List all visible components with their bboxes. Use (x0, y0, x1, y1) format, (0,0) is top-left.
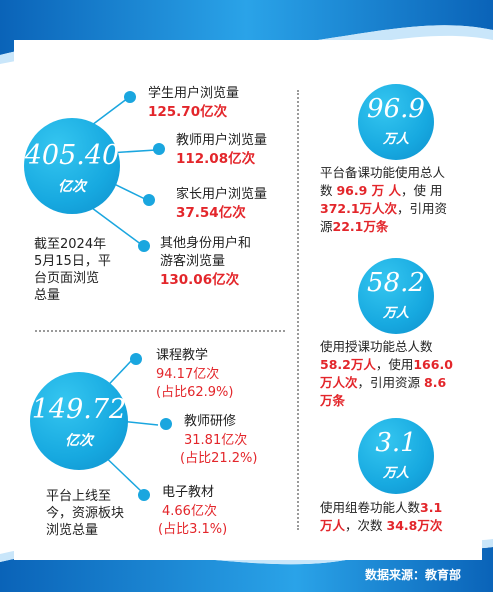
stat-text-segment: ，次数 (345, 518, 387, 533)
stat-unit: 万人 (382, 306, 409, 321)
stat-text-segment: 数 (320, 183, 337, 198)
other-views-label-line2: 游客浏览量 (160, 254, 226, 269)
resource-views-unit: 亿次 (65, 433, 93, 449)
course-teaching-value: 94.17亿次 (156, 367, 220, 382)
other-views-value: 130.06亿次 (160, 272, 240, 288)
stat-line: 万人，次数 34.8万次 (320, 517, 480, 535)
total-views-unit: 亿次 (58, 179, 86, 195)
other-views-label: 其他身份用户和 (160, 236, 252, 251)
bullet-dot (138, 240, 150, 252)
stat-line: 58.2万人，使用166.0 (320, 356, 480, 374)
e-textbook-label: 电子教材 (162, 485, 215, 500)
total-views-circle: 405.40 亿次 (24, 118, 120, 214)
stat-text-segment: ，引用资源 (357, 375, 424, 390)
bullet-dot (153, 143, 165, 155)
stat-highlight: 166.0 (413, 357, 453, 372)
stat-highlight: 96.9 万 人 (336, 183, 402, 198)
teacher-training-share: (占比21.2%) (180, 451, 258, 466)
stat-text-segment: 源 (320, 219, 333, 234)
stat-text-segment: 使用组卷功能人数 (320, 500, 421, 515)
bullet-dot (143, 194, 155, 206)
total-views-number: 405.40 (24, 140, 120, 171)
teacher-training-label: 教师研修 (184, 414, 237, 429)
stat-text-segment: ，引用资 (397, 201, 448, 216)
stat-highlight: 万条 (320, 393, 346, 408)
stat-number: 58.2 (367, 268, 425, 298)
stat-text-segment: 平台备课功能使用总人 (320, 165, 446, 180)
parent-views-label: 家长用户浏览量 (176, 187, 268, 202)
stat-line: 使用授课功能总人数 (320, 338, 480, 356)
stat-highlight: 8.6 (424, 375, 447, 390)
stat-highlight: 22.1万条 (332, 219, 389, 234)
stat-line: 源22.1万条 (320, 218, 480, 236)
teacher-views-value: 112.08亿次 (176, 151, 256, 167)
stat-line: 万人次，引用资源 8.6 (320, 374, 480, 392)
stat-highlight: 58.2万人 (320, 357, 376, 372)
stat-highlight: 34.8万次 (386, 518, 443, 533)
resource-views-circle: 149.72 亿次 (30, 372, 128, 470)
stat-highlight: 3.1 (420, 500, 443, 515)
resource-views-number: 149.72 (31, 394, 127, 425)
stat-text-segment: ，使 用 (401, 183, 443, 198)
stat-line: 万条 (320, 392, 480, 410)
stat-number: 3.1 (375, 428, 417, 458)
stat-text-segment: ，使用 (375, 357, 414, 372)
bullet-dot (124, 91, 136, 103)
horizontal-divider (35, 330, 285, 332)
stat-line: 372.1万人次，引用资 (320, 200, 480, 218)
bullet-dot (138, 489, 150, 501)
teacher-training-value: 31.81亿次 (184, 433, 248, 448)
stat-circle: 3.1 万人 (358, 418, 434, 494)
stat-text-segment: 使用授课功能总人数 (320, 339, 433, 354)
vertical-divider (297, 90, 299, 530)
teaching-stat-text: 使用授课功能总人数 58.2万人，使用166.0 万人次，引用资源 8.6 万条 (320, 338, 480, 410)
parent-views-value: 37.54亿次 (176, 205, 246, 221)
bullet-dot (160, 418, 172, 430)
student-views-label: 学生用户浏览量 (148, 86, 240, 101)
e-textbook-value: 4.66亿次 (162, 504, 217, 519)
lesson-prep-stat-text: 平台备课功能使用总人数 96.9 万 人，使 用 372.1万人次，引用资 源22.… (320, 164, 480, 236)
quiz-builder-stat-text: 使用组卷功能人数3.1 万人，次数 34.8万次 (320, 499, 480, 535)
stat-unit: 万人 (382, 466, 409, 481)
student-views-value: 125.70亿次 (148, 104, 228, 120)
e-textbook-share: (占比3.1%) (158, 522, 228, 537)
stat-line: 平台备课功能使用总人 (320, 164, 480, 182)
top-wave-decoration (0, 0, 493, 65)
stat-unit: 万人 (382, 132, 409, 147)
data-source: 数据来源：教育部 (364, 568, 461, 582)
stat-highlight: 372.1万人次 (320, 201, 398, 216)
stat-line: 使用组卷功能人数3.1 (320, 499, 480, 517)
resource-views-note: 平台上线至 今，资源板块 浏览总量 (46, 489, 125, 538)
course-teaching-share: (占比62.9%) (156, 385, 234, 400)
stat-highlight: 万人 (320, 518, 346, 533)
stat-line: 数 96.9 万 人，使 用 (320, 182, 480, 200)
stat-number: 96.9 (367, 94, 425, 124)
stat-highlight: 万人次 (320, 375, 358, 390)
stat-circle: 58.2 万人 (358, 258, 434, 334)
stat-circle: 96.9 万人 (358, 84, 434, 160)
bullet-dot (130, 353, 142, 365)
course-teaching-label: 课程教学 (156, 348, 209, 363)
teacher-views-label: 教师用户浏览量 (176, 133, 268, 148)
total-views-note: 截至2024年 5月15日，平 台页面浏览 总量 (34, 237, 111, 303)
